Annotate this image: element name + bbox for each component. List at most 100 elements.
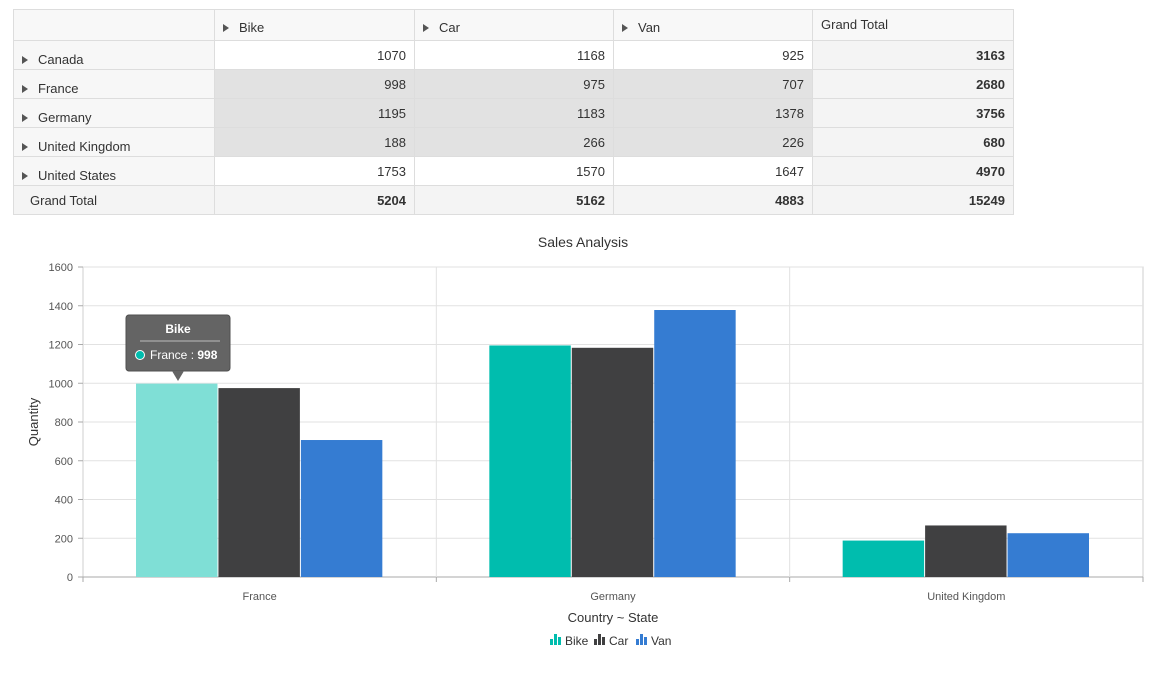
legend-item-bike[interactable]: Bike xyxy=(550,634,589,648)
bar-car-united-kingdom[interactable] xyxy=(925,525,1007,577)
row-total-cell[interactable]: 680 xyxy=(812,127,1014,157)
row-header-label: Canada xyxy=(38,52,84,67)
tooltip-separator: : xyxy=(187,348,197,362)
row-total-cell[interactable]: 4970 xyxy=(812,156,1014,186)
table-row: France 998 975 707 2680 xyxy=(13,69,1014,99)
tooltip-title: Bike xyxy=(165,322,191,336)
pivot-header-row: Bike Car Van Grand Total xyxy=(13,9,1014,41)
chart-tooltip: Bike France : 998 xyxy=(125,314,231,381)
legend-label: Car xyxy=(609,634,628,648)
expand-arrow-icon[interactable] xyxy=(423,24,429,32)
value-cell[interactable]: 226 xyxy=(613,127,813,157)
tooltip-body: France : 998 xyxy=(150,348,218,362)
bar-bike-germany[interactable] xyxy=(489,345,571,577)
bar-car-france[interactable] xyxy=(218,388,300,577)
expand-arrow-icon[interactable] xyxy=(223,24,229,32)
row-total-cell[interactable]: 3756 xyxy=(812,98,1014,128)
column-total-cell[interactable]: 5162 xyxy=(414,185,614,215)
bar-chart-icon xyxy=(636,634,647,645)
value-cell[interactable]: 1647 xyxy=(613,156,813,186)
row-header-label: United Kingdom xyxy=(38,139,131,154)
value-cell[interactable]: 1378 xyxy=(613,98,813,128)
bar-bike-united-kingdom[interactable] xyxy=(842,540,925,577)
x-tick-label: France xyxy=(243,591,277,603)
row-header-united-states[interactable]: United States xyxy=(13,156,215,186)
column-header-bike[interactable]: Bike xyxy=(214,9,415,41)
grand-total-label: Grand Total xyxy=(13,185,215,215)
value-cell[interactable]: 998 xyxy=(214,69,415,99)
column-total-cell[interactable]: 5204 xyxy=(214,185,415,215)
tooltip-pointer xyxy=(172,371,184,381)
row-header-france[interactable]: France xyxy=(13,69,215,99)
bar-van-germany[interactable] xyxy=(654,310,736,577)
bar-van-france[interactable] xyxy=(300,440,383,577)
row-header-label: France xyxy=(38,81,79,96)
y-tick-label: 1400 xyxy=(49,301,73,313)
bar-chart-icon xyxy=(594,634,605,645)
grand-total-row: Grand Total 5204 5162 4883 15249 xyxy=(13,185,1014,215)
bar-van-united-kingdom[interactable] xyxy=(1007,533,1089,577)
y-tick-label: 600 xyxy=(55,456,73,468)
value-cell[interactable]: 1570 xyxy=(414,156,614,186)
column-header-label: Bike xyxy=(239,20,265,35)
value-cell[interactable]: 707 xyxy=(613,69,813,99)
bar-chart-icon xyxy=(550,634,561,645)
chart-title: Sales Analysis xyxy=(538,234,628,250)
y-tick-label: 800 xyxy=(55,417,73,429)
y-tick-label: 200 xyxy=(55,533,73,545)
expand-arrow-icon[interactable] xyxy=(22,143,28,151)
y-axis-ticks: 0 200 400 600 800 1000 1200 1400 1600 xyxy=(49,262,83,584)
legend-label: Bike xyxy=(565,634,589,648)
column-header-label: Van xyxy=(638,20,661,35)
expand-arrow-icon[interactable] xyxy=(622,24,628,32)
value-cell[interactable]: 1183 xyxy=(414,98,614,128)
grand-total-cell[interactable]: 15249 xyxy=(812,185,1014,215)
value-cell[interactable]: 188 xyxy=(214,127,415,157)
legend-item-van[interactable]: Van xyxy=(636,634,671,648)
legend-item-car[interactable]: Car xyxy=(594,634,628,648)
value-cell[interactable]: 925 xyxy=(613,40,813,70)
row-header-canada[interactable]: Canada xyxy=(13,40,215,70)
x-tick-label: United Kingdom xyxy=(927,591,1005,603)
x-axis-title: Country ~ State xyxy=(568,610,659,625)
pivot-table: Bike Car Van Grand Total Canada 1070 116… xyxy=(13,9,1014,215)
tooltip-value: 998 xyxy=(197,348,217,362)
column-header-car[interactable]: Car xyxy=(414,9,614,41)
value-cell[interactable]: 266 xyxy=(414,127,614,157)
sales-chart: Sales Analysis 0 200 400 600 800 1000 1200 1400… xyxy=(26,234,1144,648)
table-row: Germany 1195 1183 1378 3756 xyxy=(13,98,1014,128)
value-cell[interactable]: 1168 xyxy=(414,40,614,70)
y-tick-label: 1000 xyxy=(49,378,73,390)
legend-label: Van xyxy=(651,634,671,648)
expand-arrow-icon[interactable] xyxy=(22,85,28,93)
legend: Bike Car Van xyxy=(550,634,671,648)
y-tick-label: 0 xyxy=(67,572,73,584)
column-header-label: Car xyxy=(439,20,460,35)
y-tick-label: 1600 xyxy=(49,262,73,274)
row-total-cell[interactable]: 3163 xyxy=(812,40,1014,70)
x-tick-label: Germany xyxy=(590,591,636,603)
column-total-cell[interactable]: 4883 xyxy=(613,185,813,215)
bar-bike-france[interactable] xyxy=(136,383,218,577)
tooltip-label: France xyxy=(150,348,188,362)
row-header-united-kingdom[interactable]: United Kingdom xyxy=(13,127,215,157)
bars xyxy=(136,310,1089,577)
tooltip-marker-icon xyxy=(135,350,145,360)
bar-car-germany[interactable] xyxy=(571,347,654,577)
y-axis-title: Quantity xyxy=(26,397,41,446)
expand-arrow-icon[interactable] xyxy=(22,172,28,180)
expand-arrow-icon[interactable] xyxy=(22,114,28,122)
row-header-germany[interactable]: Germany xyxy=(13,98,215,128)
value-cell[interactable]: 1195 xyxy=(214,98,415,128)
value-cell[interactable]: 975 xyxy=(414,69,614,99)
value-cell[interactable]: 1070 xyxy=(214,40,415,70)
column-header-van[interactable]: Van xyxy=(613,9,813,41)
value-cell[interactable]: 1753 xyxy=(214,156,415,186)
table-row: United States 1753 1570 1647 4970 xyxy=(13,156,1014,186)
y-tick-label: 1200 xyxy=(49,340,73,352)
row-total-cell[interactable]: 2680 xyxy=(812,69,1014,99)
column-header-grand-total[interactable]: Grand Total xyxy=(812,9,1014,41)
expand-arrow-icon[interactable] xyxy=(22,56,28,64)
x-axis-ticks: France Germany United Kingdom xyxy=(82,577,1144,603)
row-header-label: United States xyxy=(38,168,117,183)
